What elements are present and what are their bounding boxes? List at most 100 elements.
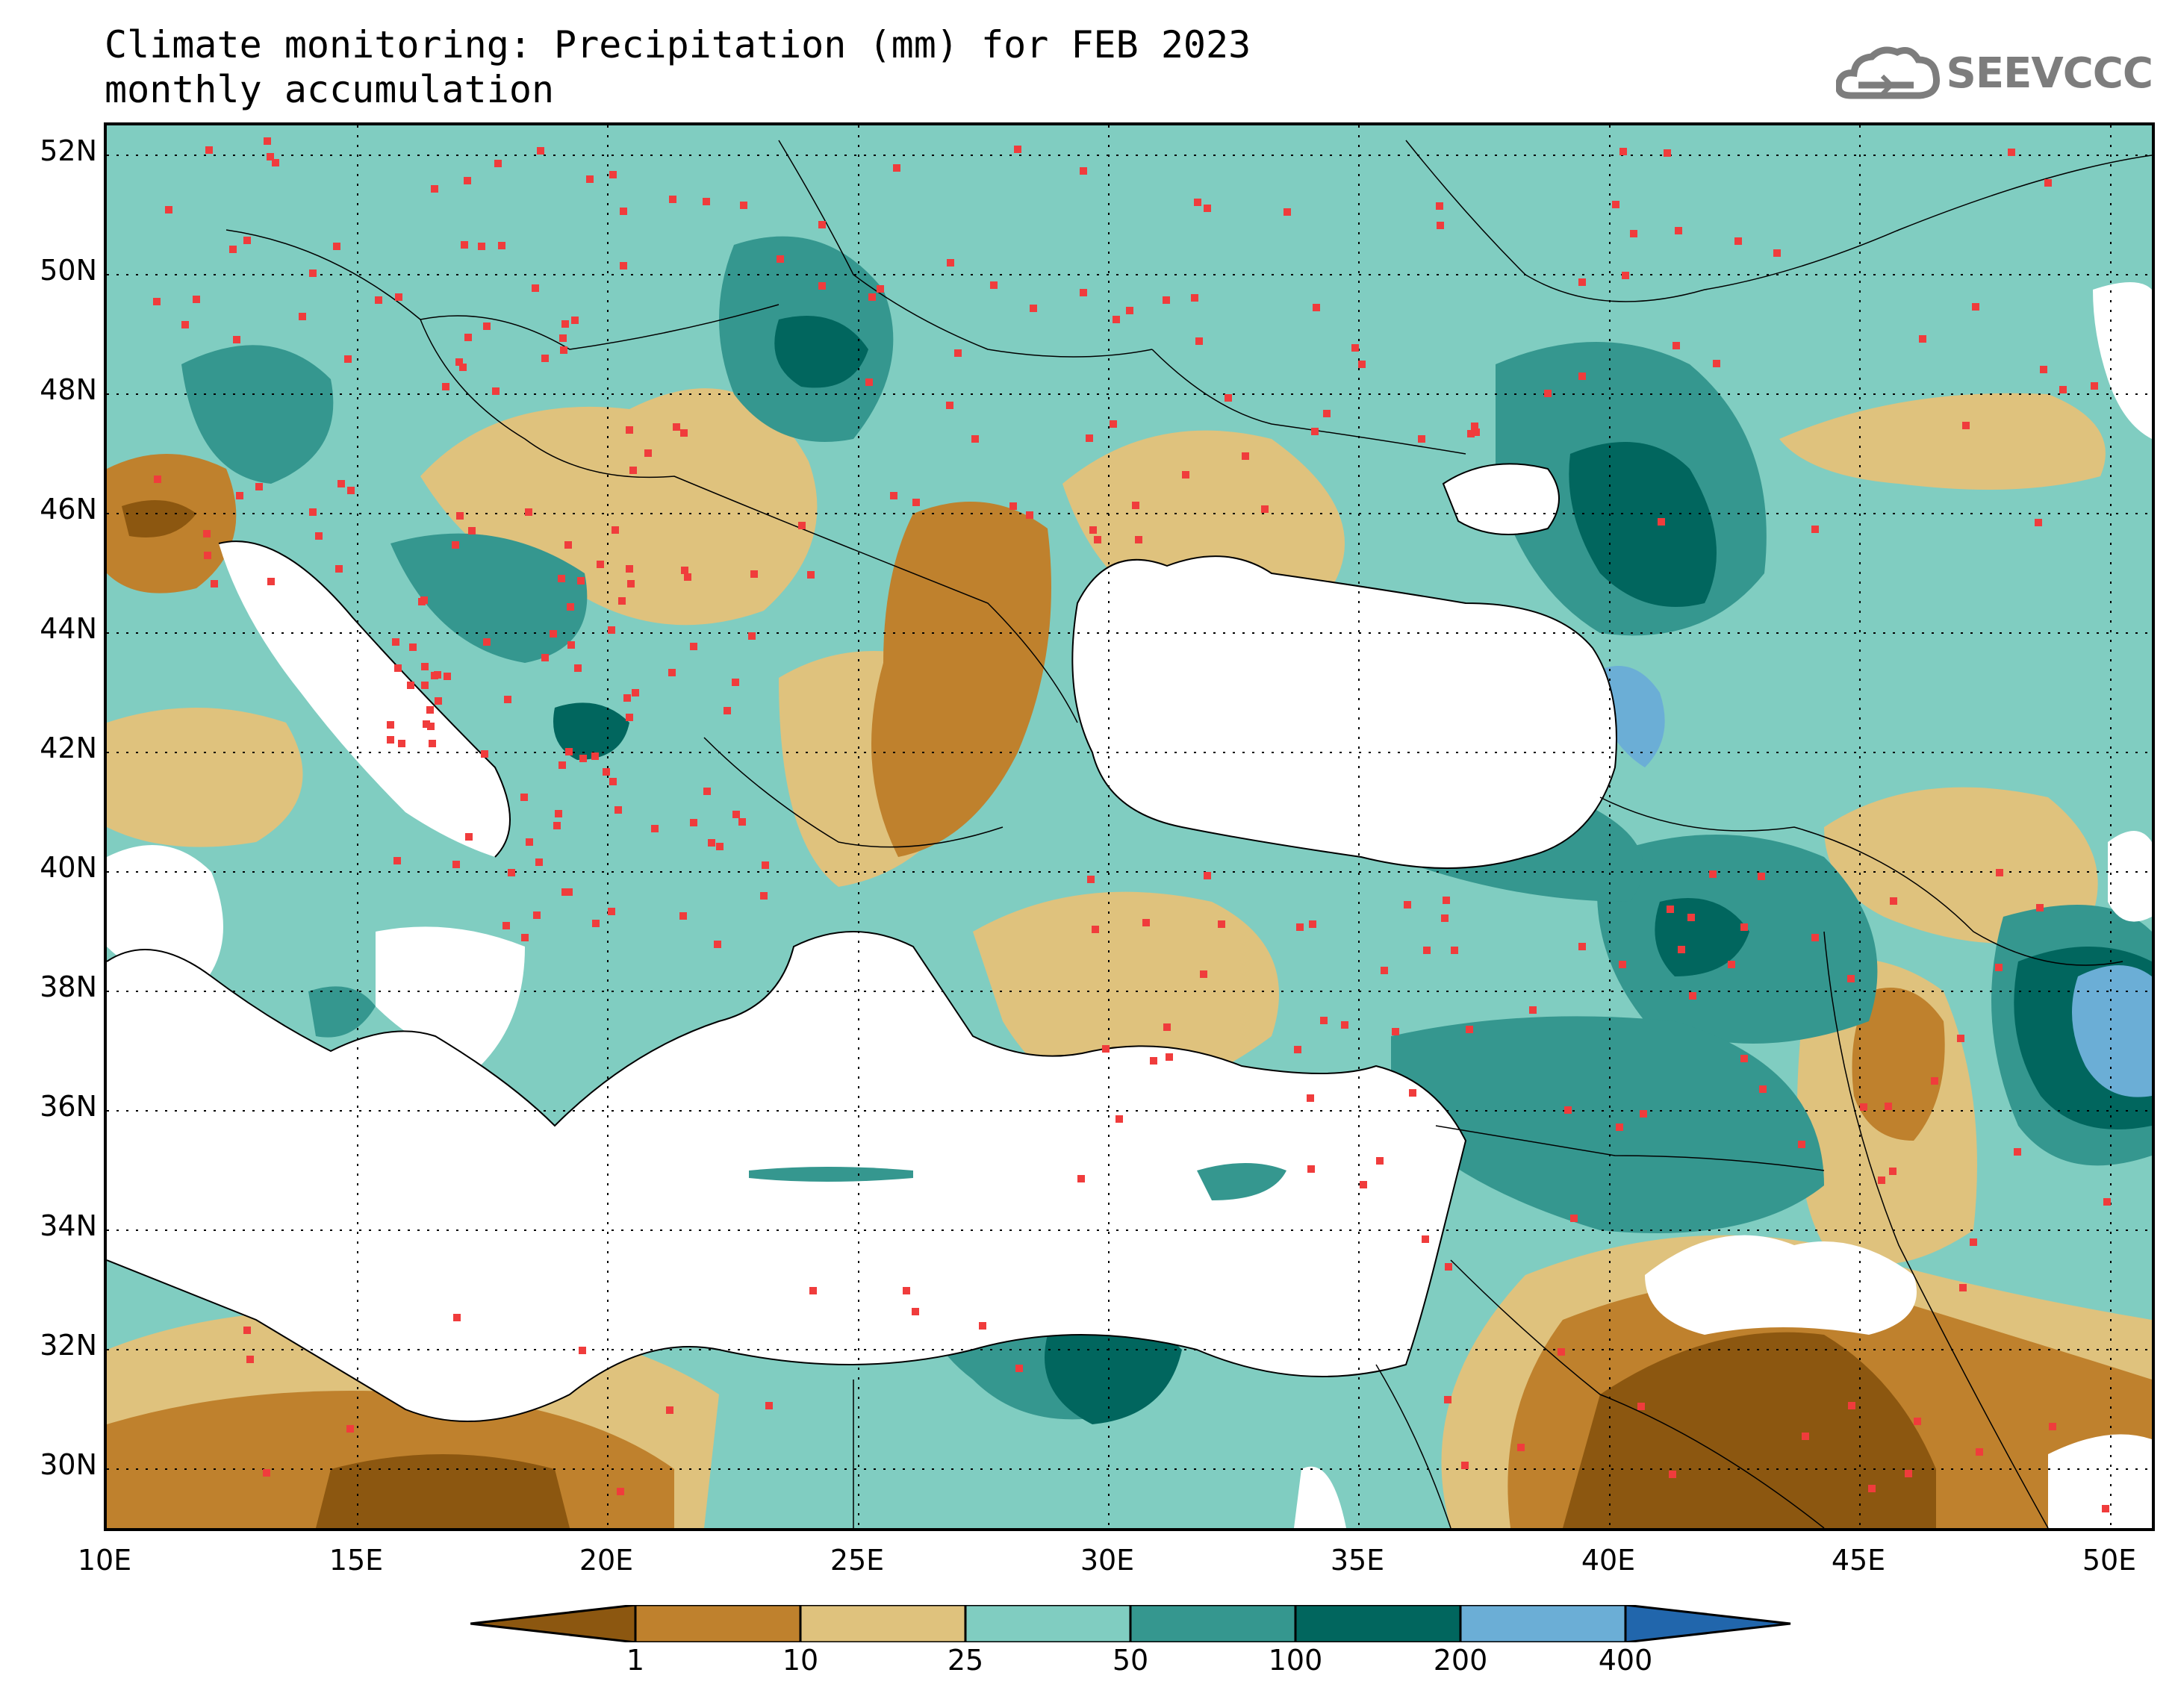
station-marker [427,723,435,730]
station-marker [1077,1175,1085,1182]
station-marker [703,198,710,205]
station-marker [579,755,587,762]
station-marker [1860,1103,1867,1111]
lat-label-42n: 42N [40,732,97,764]
station-marker [211,580,218,587]
station-marker [1296,923,1304,931]
station-marker [465,833,473,841]
station-marker [574,664,582,672]
lat-label-30n: 30N [40,1448,97,1481]
lon-label-15e: 15E [329,1544,384,1577]
station-marker [1919,335,1926,343]
station-marker [1640,1110,1647,1118]
station-marker [1204,872,1211,879]
station-marker [703,788,711,795]
station-marker [1418,435,1425,443]
station-marker [181,321,189,328]
station-marker [236,492,243,499]
station-marker [1847,975,1855,982]
station-marker [1616,1123,1623,1131]
station-marker [1200,970,1207,978]
map-canvas [107,125,2152,1528]
station-marker [690,643,697,650]
station-marker [1360,1181,1367,1188]
station-marker [748,632,756,640]
station-marker [684,573,691,581]
station-marker [1218,920,1225,928]
station-marker [453,1314,461,1321]
station-marker [387,736,394,744]
station-marker [2040,366,2047,373]
station-marker [461,241,468,249]
station-marker [1619,148,1627,155]
station-marker [1323,410,1331,417]
station-marker [626,714,633,721]
station-marker [1811,526,1819,533]
station-marker [395,293,402,301]
station-marker [1529,1006,1537,1014]
north-caspian-gap [2093,282,2152,439]
station-marker [716,843,724,850]
station-marker [535,858,543,866]
station-marker [541,654,549,661]
station-marker [1622,272,1629,279]
station-marker [1669,1471,1676,1478]
station-marker [1087,876,1095,883]
station-marker [375,296,382,304]
station-marker [553,822,561,829]
lon-label-45e: 45E [1831,1544,1886,1577]
station-marker [1905,1470,1912,1477]
station-marker [1261,505,1269,513]
station-marker [537,147,544,155]
station-marker [807,571,815,579]
station-marker [1086,434,1093,442]
station-marker [464,177,471,184]
station-marker [409,643,417,651]
station-marker [299,313,306,320]
station-marker [344,355,352,363]
station-marker [1578,943,1586,950]
lat-label-52n: 52N [40,134,97,167]
lon-label-35e: 35E [1330,1544,1385,1577]
station-marker [392,638,399,646]
station-marker [481,750,488,758]
station-marker [632,689,639,696]
station-marker [346,1425,354,1433]
station-marker [1204,205,1211,212]
station-marker [398,740,405,747]
station-marker [1687,914,1695,921]
station-marker [877,285,884,293]
station-marker [431,672,438,679]
station-marker [541,355,549,362]
logo-text: SEEVCCC [1946,49,2153,98]
station-marker [586,175,594,183]
station-marker [1811,934,1819,941]
station-marker [1358,361,1366,368]
station-marker [431,185,438,193]
station-marker [591,752,599,760]
station-marker [1658,518,1665,526]
station-marker [2103,1198,2111,1206]
station-marker [1759,1085,1767,1093]
station-marker [153,298,161,305]
colorbar-swatch-50-100 [1129,1605,1297,1642]
station-marker [1664,149,1671,157]
lat-label-38n: 38N [40,970,97,1003]
station-marker [1996,869,2003,876]
station-marker [1734,237,1742,245]
colorbar-swatch-1-10 [634,1605,802,1642]
station-marker [893,164,900,172]
colorbar-swatch-over-400 [1624,1605,1791,1642]
adriatic-sea [219,541,510,857]
station-marker [1225,394,1232,402]
station-marker [165,206,172,214]
station-marker [203,530,211,537]
station-marker [459,364,467,371]
station-marker [1957,1035,1964,1042]
station-marker [623,694,631,702]
station-marker [626,565,633,573]
graticule [107,125,2152,1528]
station-marker [1544,390,1552,397]
station-marker [272,159,279,166]
station-marker [492,387,500,395]
